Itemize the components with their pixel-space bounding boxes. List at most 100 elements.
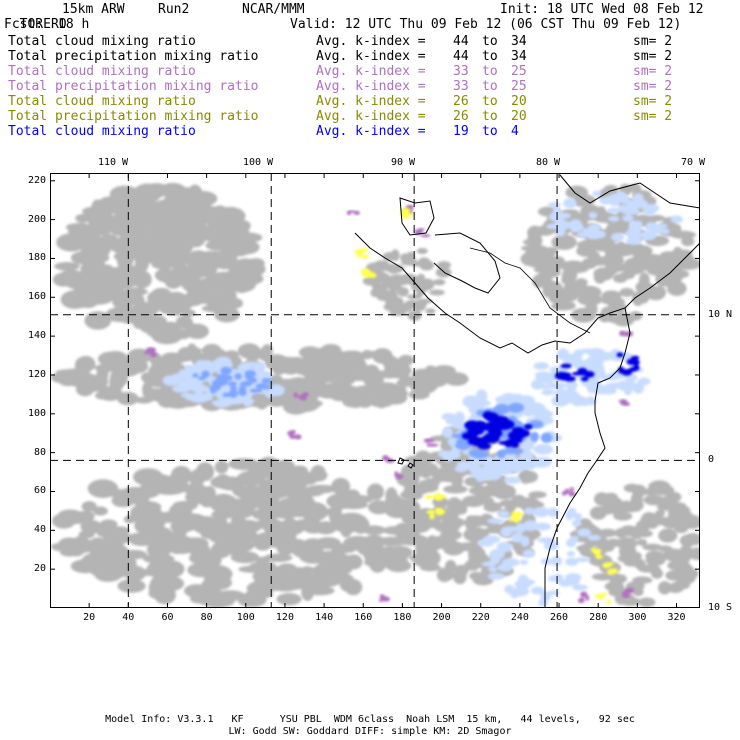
midblue-center-cell [541,433,553,443]
yellow-patch-cell [602,562,611,568]
y-tick-label: 100 [6,408,46,420]
gray-cloud-nw-cell [222,222,247,239]
purple-patch-cell [301,395,307,401]
lightblue-east-cell [535,375,553,380]
gray-cloud-sw-cell [262,520,289,533]
gray-cloud-nw-cell [201,234,220,242]
gray-cloud-band-cell [372,348,393,364]
deepblue-far-east-cell [617,352,624,357]
gray-cloud-sw-cell [367,484,384,501]
gray-cloud-band-cell [62,368,88,381]
legend-field: Total precipitation mixing ratio [8,109,258,124]
midblue-west-cell [230,386,237,391]
gray-cloud-ne-cell [619,288,634,297]
legend-smoothing: sm= 2 [633,94,672,109]
deepblue-core-cell [524,424,532,429]
gray-cloud-nw-cell [120,279,132,289]
longitude-label: 80 W [528,157,568,169]
yellow-patch-cell [354,249,364,253]
y-tick-label: 120 [6,369,46,381]
lightblue-ne-cell [608,216,619,222]
latitude-label: 0 [708,454,714,466]
gray-cloud-mid-cell [425,308,435,314]
gray-cloud-sw-cell [277,593,302,605]
legend-k-end: 34 [511,49,527,64]
legend-k-start: 26 [453,109,469,124]
purple-patch-cell [429,444,439,447]
gray-cloud-s-cell [438,538,458,546]
x-tick-label: 20 [69,612,109,624]
gray-cloud-se-cell [658,581,671,594]
purple-patch-cell [290,430,296,434]
deepblue-east-cell [572,372,583,376]
gray-cloud-s-cell [511,495,527,508]
gray-cloud-band-cell [363,373,384,388]
deepblue-core-cell [485,422,500,429]
gray-cloud-nw-cell [88,223,101,235]
gray-cloud-band-cell [238,345,254,355]
gray-cloud-ne-cell [653,258,671,266]
legend-kindex-label: Avg. k-index = [316,79,426,94]
legend-kindex-label: Avg. k-index = [316,49,426,64]
lightblue-south-cell [510,589,519,599]
gray-cloud-sw-cell [300,566,314,575]
gray-cloud-band-cell [258,347,272,361]
gray-cloud-mid-cell [417,248,428,254]
gray-cloud-s-cell [518,471,538,484]
y-tick-label: 160 [6,291,46,303]
gray-cloud-sw-cell [330,506,342,515]
gray-cloud-nw-cell [152,288,171,299]
gray-cloud-sw-cell [172,501,197,511]
lightblue-east-cell [562,389,577,397]
x-tick-label: 220 [461,612,501,624]
fcst-value: 18 h [58,17,89,32]
gray-cloud-sw-cell [238,594,267,608]
lightblue-east-cell [596,365,604,370]
gray-cloud-nw-cell [171,250,186,268]
lightblue-south-cell [477,539,494,546]
gray-cloud-se-cell [622,544,635,552]
yellow-patch-cell [430,495,439,498]
deepblue-east-cell [581,377,589,382]
purple-patch-cell [578,598,585,603]
gray-cloud-ne-cell [581,258,597,269]
gray-cloud-sw-cell [79,530,95,538]
gray-cloud-nw-cell [123,288,148,296]
y-tick-label: 20 [6,563,46,575]
lightblue-ne-cell [577,232,592,238]
midblue-west-cell [248,377,257,383]
gray-cloud-sw-cell [106,489,133,497]
lightblue-west-cell [243,362,259,367]
gray-cloud-nw-cell [145,183,168,198]
legend-k-end: 25 [511,64,527,79]
deepblue-east-cell [560,364,571,368]
yellow-patch-cell [599,594,604,598]
gray-cloud-nw-cell [84,293,113,304]
lightblue-south-cell [520,559,528,565]
deepblue-core-cell [462,432,474,439]
gray-cloud-se-cell [604,493,618,501]
lightblue-south-cell [498,563,513,571]
legend-to: to [482,49,498,64]
legend-k-end: 20 [511,109,527,124]
gray-cloud-sw-cell [103,532,132,544]
gray-cloud-se-cell [605,539,623,547]
lightblue-east-cell [638,377,650,385]
lightblue-ne-cell [607,195,617,205]
fcst-label: Fcst: [4,17,43,32]
gray-cloud-sw-cell [206,576,232,590]
gray-cloud-sw-cell [196,462,214,481]
legend-to: to [482,34,498,49]
purple-patch-cell [622,591,629,595]
gray-cloud-ne-cell [551,234,576,249]
gray-cloud-nw-cell [196,207,210,220]
lightblue-ne-cell [622,215,633,222]
gray-cloud-sw-cell [339,574,355,591]
latitude-label: 10 N [708,309,732,321]
lightblue-south-cell [588,535,601,541]
gray-cloud-se-cell [674,522,689,533]
gray-cloud-s-cell [453,506,467,515]
gray-cloud-nw-cell [161,322,181,341]
gray-cloud-se-cell [637,539,647,546]
gray-cloud-ne-cell [565,186,588,200]
